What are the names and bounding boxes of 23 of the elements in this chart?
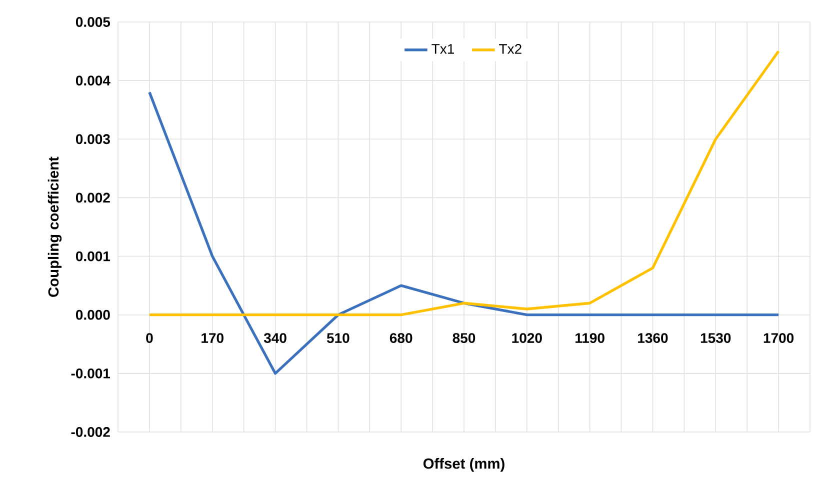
y-tick-label: 0.001 bbox=[76, 251, 110, 262]
x-tick-label: 0 bbox=[146, 333, 153, 343]
y-tick-label: -0.002 bbox=[71, 427, 110, 437]
y-tick-label: 0.005 bbox=[76, 17, 110, 27]
legend-label: Tx2 bbox=[499, 44, 522, 54]
y-tick-label: 0.002 bbox=[76, 192, 110, 203]
x-axis-title: Offset (mm) bbox=[423, 458, 504, 472]
x-tick-label: 510 bbox=[326, 333, 350, 343]
x-tick-label: 680 bbox=[390, 333, 412, 343]
y-tick-label: 0.003 bbox=[76, 134, 110, 144]
x-tick-label: 1020 bbox=[512, 333, 542, 343]
x-tick-label: 170 bbox=[202, 333, 224, 343]
x-tick-label: 850 bbox=[452, 333, 476, 343]
x-tick-label: 1700 bbox=[764, 333, 794, 343]
y-axis-title: Coupling coefficient bbox=[48, 156, 62, 297]
x-tick-label: 1530 bbox=[700, 333, 731, 344]
x-tick-label: 1190 bbox=[576, 333, 604, 343]
y-tick-label: 0.004 bbox=[76, 76, 110, 86]
x-tick-label: 1360 bbox=[638, 333, 668, 344]
y-tick-label: 0.000 bbox=[76, 310, 110, 320]
x-tick-label: 340 bbox=[264, 333, 286, 344]
legend-label: Tx1 bbox=[432, 44, 454, 54]
y-tick-label: -0.001 bbox=[71, 368, 110, 378]
